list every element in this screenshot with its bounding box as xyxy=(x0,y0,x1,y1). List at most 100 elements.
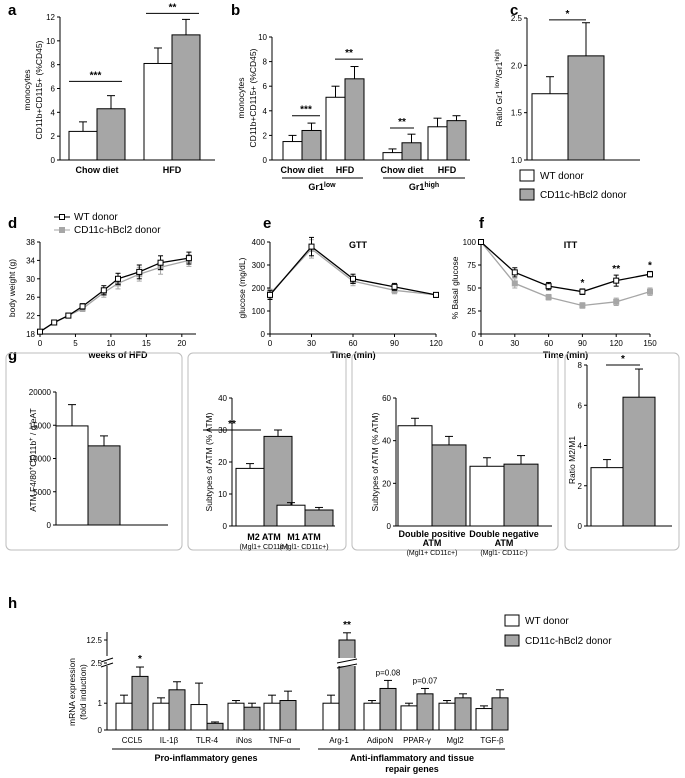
h-bar-break-gap xyxy=(338,658,356,666)
g2-y-tick-label: 20 xyxy=(218,458,227,467)
h-sig-label: * xyxy=(138,654,142,665)
f-x-tick-label: 60 xyxy=(544,339,553,348)
h-bar xyxy=(190,704,208,731)
g4-frame xyxy=(564,352,680,551)
c-ylabel: Ratio Gr1 low/Gr1high xyxy=(494,49,505,127)
h-y-tick-label: 0 xyxy=(98,726,103,735)
h-bar xyxy=(363,702,381,731)
g1-ylabel-part: CD11b xyxy=(28,441,38,467)
legend-d-tg-marker xyxy=(59,227,65,233)
h-y-tick-label: 12.5 xyxy=(86,636,102,645)
g2-subcategory-label: (Mgl1- CD11c+) xyxy=(279,544,328,551)
b-sig-label: ** xyxy=(345,48,353,59)
h-bar xyxy=(400,705,418,731)
b-bar xyxy=(344,78,365,161)
h-group-label-1: Anti-inflammatory and tissue xyxy=(350,753,474,763)
b-y-tick-label: 6 xyxy=(263,82,268,91)
c-y-tick-label: 2.0 xyxy=(511,61,523,70)
h-ylabel-2: (fold induction) xyxy=(78,664,88,720)
g3-category-label: ATM xyxy=(495,538,514,548)
h-bar xyxy=(168,689,186,731)
g2-sig-label: ** xyxy=(228,419,236,430)
e-y-tick-label: 200 xyxy=(252,284,266,293)
panel-label-e: e xyxy=(263,215,271,232)
h-category-label: Mgl2 xyxy=(446,736,464,745)
f-x-tick-label: 150 xyxy=(643,339,657,348)
h-bar-break xyxy=(336,658,358,664)
h-bar xyxy=(243,706,261,731)
h-bar xyxy=(438,702,456,731)
legend-h-tg-label: CD11c-hBcl2 donor xyxy=(525,636,612,647)
h-sig-label: ** xyxy=(343,620,351,631)
h-bar xyxy=(227,702,245,731)
b-bar xyxy=(325,96,346,161)
f-point xyxy=(511,280,518,287)
f-x-tick-label: 90 xyxy=(578,339,587,348)
a-bar xyxy=(68,130,98,161)
h-axis-break xyxy=(100,662,114,668)
f-sig-label: * xyxy=(580,278,584,289)
g2-bar xyxy=(304,509,334,527)
h-category-label: TNF-α xyxy=(269,736,292,745)
f-y-tick-label: 75 xyxy=(467,261,476,270)
g2-bar xyxy=(276,504,306,527)
g4-bar xyxy=(590,467,624,527)
h-category-label: IL-1β xyxy=(160,736,179,745)
a-sig-label: *** xyxy=(90,70,102,81)
f-y-tick-label: 25 xyxy=(467,307,476,316)
g4-y-tick-label: 8 xyxy=(578,361,583,370)
e-x-tick-label: 30 xyxy=(307,339,316,348)
legend-h-tg-swatch xyxy=(504,634,520,647)
e-point xyxy=(433,291,439,298)
h-bar xyxy=(279,700,297,731)
a-bar xyxy=(96,108,126,161)
b-group-sup: low xyxy=(324,182,336,189)
c-y-tick-label: 1.5 xyxy=(511,109,523,118)
h-bar xyxy=(379,687,397,731)
b-sig-label: ** xyxy=(398,117,406,128)
g2-category-label: M1 ATM xyxy=(287,532,321,542)
g3-frame xyxy=(351,352,559,551)
h-group-label: Pro-inflammatory genes xyxy=(154,753,257,763)
e-ylabel: glucose (mg/dL) xyxy=(237,257,247,318)
e-series-line xyxy=(269,245,437,296)
panel-label-g: g xyxy=(8,347,17,364)
d-y-tick-label: 30 xyxy=(26,275,35,284)
g4-y-tick-label: 0 xyxy=(578,522,583,531)
b-bar xyxy=(427,126,448,161)
d-ylabel: body weight (g) xyxy=(7,259,17,317)
e-y-tick-label: 400 xyxy=(252,238,266,247)
a-bar xyxy=(171,34,201,161)
g3-subcategory-label: (Mgl1+ CD11c+) xyxy=(407,550,458,557)
f-y-tick-label: 0 xyxy=(472,330,477,339)
g4-y-tick-label: 4 xyxy=(578,442,583,451)
b-y-tick-label: 0 xyxy=(263,156,268,165)
d-y-tick-label: 26 xyxy=(26,293,35,302)
e-point xyxy=(391,283,398,290)
b-ylabel-1: monocytes xyxy=(236,77,246,118)
h-category-label: TLR-4 xyxy=(196,736,219,745)
f-sig-label: ** xyxy=(612,264,620,275)
f-point xyxy=(613,298,620,305)
f-title: ITT xyxy=(564,240,578,250)
g1-bar xyxy=(87,445,121,526)
h-bar xyxy=(152,702,170,731)
g2-y-tick-label: 10 xyxy=(218,490,227,499)
b-y-tick-label: 2 xyxy=(263,131,268,140)
g3-bar xyxy=(503,463,539,527)
h-category-label: Arg-1 xyxy=(329,736,349,745)
g3-y-tick-label: 40 xyxy=(382,437,391,446)
b-category-label: Chow diet xyxy=(381,165,424,175)
d-point xyxy=(157,259,164,266)
h-bar xyxy=(416,693,434,731)
f-x-tick-label: 0 xyxy=(479,339,484,348)
e-y-tick-label: 0 xyxy=(261,330,266,339)
g2-category-label: M2 ATM xyxy=(247,532,281,542)
d-point xyxy=(115,275,121,282)
a-sig-label: ** xyxy=(169,2,177,13)
d-x-tick-label: 5 xyxy=(73,339,78,348)
legend-d-tg-label: CD11c-hBcl2 donor xyxy=(74,225,161,236)
d-x-tick-label: 20 xyxy=(177,339,186,348)
d-y-tick-label: 38 xyxy=(26,238,35,247)
g3-y-tick-label: 60 xyxy=(382,394,391,403)
